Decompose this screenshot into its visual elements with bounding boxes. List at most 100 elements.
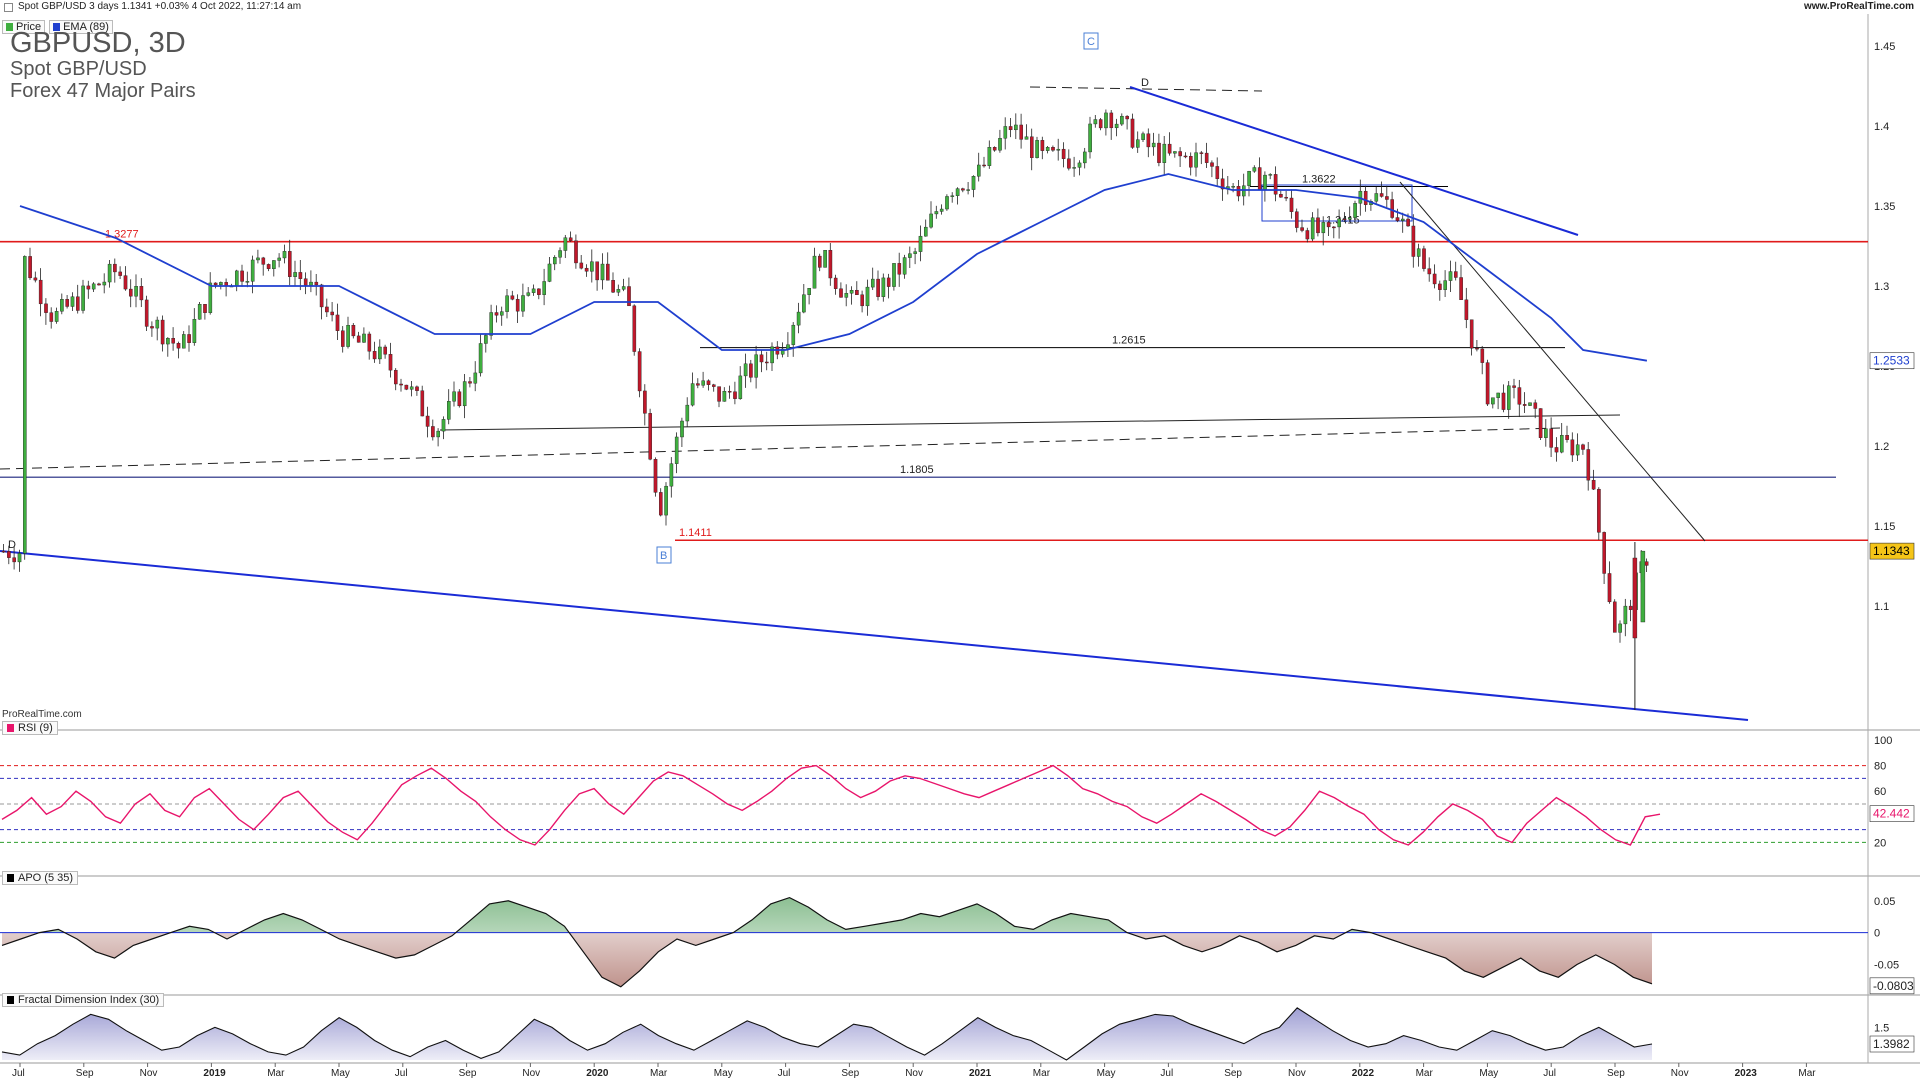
candle [706,380,711,385]
candle [918,235,923,252]
candle [653,459,658,493]
fdi-label: Fractal Dimension Index (30) [18,994,160,1006]
candle [913,251,917,254]
rsi-legend[interactable]: RSI (9) [2,721,58,735]
candle [1294,211,1299,228]
candle [203,304,207,313]
candle [462,381,467,407]
candle [245,281,250,283]
candle [23,256,27,554]
candle [1644,561,1649,566]
x-tick-label: Jul [1160,1068,1173,1079]
candle [1014,124,1018,131]
legend-price[interactable]: Price [2,20,46,34]
candle [1395,217,1400,221]
candle [1003,126,1008,139]
candle [685,404,690,422]
ema-swatch-icon [53,23,61,31]
candle [876,278,880,297]
candle [346,325,350,347]
candle [1231,186,1235,188]
candle [701,380,705,386]
candle [500,311,504,316]
candle [219,282,223,286]
apo-y-tick: 0 [1874,928,1880,940]
candle [1475,347,1479,350]
candle [1109,112,1114,129]
label-b-box [656,546,672,564]
label-d-top: D [1141,77,1149,89]
candle [674,436,679,464]
apo-negative-area [2,932,1652,987]
candle [256,257,260,261]
apo-y-tick: 0.05 [1874,896,1895,908]
candle [107,263,112,283]
candle [1067,158,1071,169]
candle [1411,225,1416,257]
candle [1570,439,1575,456]
fdi-legend[interactable]: Fractal Dimension Index (30) [2,993,165,1007]
candle [367,333,372,352]
candle [1056,148,1061,151]
candle [765,361,769,364]
apo-legend[interactable]: APO (5 35) [2,871,79,885]
crash-candle [1632,557,1638,639]
apo-label: APO (5 35) [18,872,74,884]
candle [38,279,43,305]
candle [1183,155,1188,158]
candle [908,253,912,258]
candle [431,426,435,438]
candle [1607,573,1612,603]
candle [1427,268,1432,275]
legend-ema[interactable]: EMA (89) [49,20,113,34]
window-menu-icon[interactable] [4,2,13,12]
apo-value-tag: -0.0803 [1873,979,1914,993]
candle [595,261,599,281]
candle [1602,532,1606,574]
candle [282,251,287,259]
y-tick-label: 1.15 [1874,521,1895,533]
candle [955,188,960,196]
candle [1565,435,1569,440]
candle [738,375,743,399]
candle [394,369,398,385]
candle [1422,248,1426,269]
candle [574,240,578,264]
site-link[interactable]: www.ProRealTime.com [1803,1,1914,12]
candle [1438,283,1442,290]
candle [971,176,976,190]
y-tick-label: 1.3 [1874,281,1889,293]
candle [1289,197,1294,212]
candle [1061,148,1066,159]
candle [849,289,854,294]
candle [447,401,451,420]
title-bar: Spot GBP/USD 3 days 1.1341 +0.03% 4 Oct … [0,0,1920,14]
upper-trendline [1129,86,1579,236]
candle [696,383,700,386]
candle [627,286,631,307]
candle [86,285,91,290]
candle [1416,248,1421,257]
candle [17,553,22,563]
candle [537,288,541,295]
candle [1522,404,1527,406]
x-tick-label: May [1097,1068,1116,1079]
candle [1485,362,1490,405]
candle [372,351,377,360]
candle [664,485,668,516]
candle [1326,222,1331,228]
candle [568,237,573,241]
candle [1040,140,1045,151]
candle [1379,193,1384,197]
candle [478,343,483,374]
candle [860,294,864,307]
candle [780,348,785,355]
candle [823,250,827,268]
candle [1157,142,1161,163]
candle [690,383,695,406]
candle [855,289,859,295]
candle [351,325,356,337]
candle [484,335,488,344]
candle [982,164,986,167]
